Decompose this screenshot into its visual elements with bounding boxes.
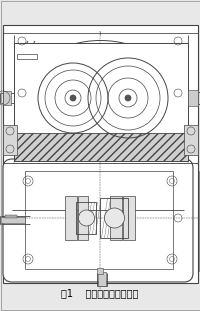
Bar: [78, 196, 88, 240]
Bar: [3, 33, 197, 163]
Bar: [97, 268, 103, 274]
Bar: [14, 133, 187, 161]
Bar: [110, 196, 122, 240]
Bar: [76, 202, 96, 234]
Bar: [14, 43, 187, 161]
Circle shape: [70, 95, 76, 101]
Bar: [3, 91, 11, 105]
Circle shape: [104, 208, 124, 228]
Bar: [25, 171, 172, 269]
Bar: [98, 272, 106, 286]
Bar: [0, 217, 25, 223]
Bar: [123, 196, 135, 240]
Bar: [183, 125, 197, 155]
Bar: [17, 54, 37, 59]
Text: 图1    单级圆柱齿轮减速机: 图1 单级圆柱齿轮减速机: [61, 288, 138, 298]
Bar: [3, 125, 17, 155]
Circle shape: [124, 95, 130, 101]
Circle shape: [78, 210, 94, 226]
Bar: [5, 215, 17, 218]
Bar: [65, 196, 77, 240]
Bar: [187, 90, 197, 106]
FancyBboxPatch shape: [3, 159, 192, 282]
Bar: [100, 198, 128, 238]
Bar: [3, 25, 197, 283]
Bar: [198, 171, 200, 271]
